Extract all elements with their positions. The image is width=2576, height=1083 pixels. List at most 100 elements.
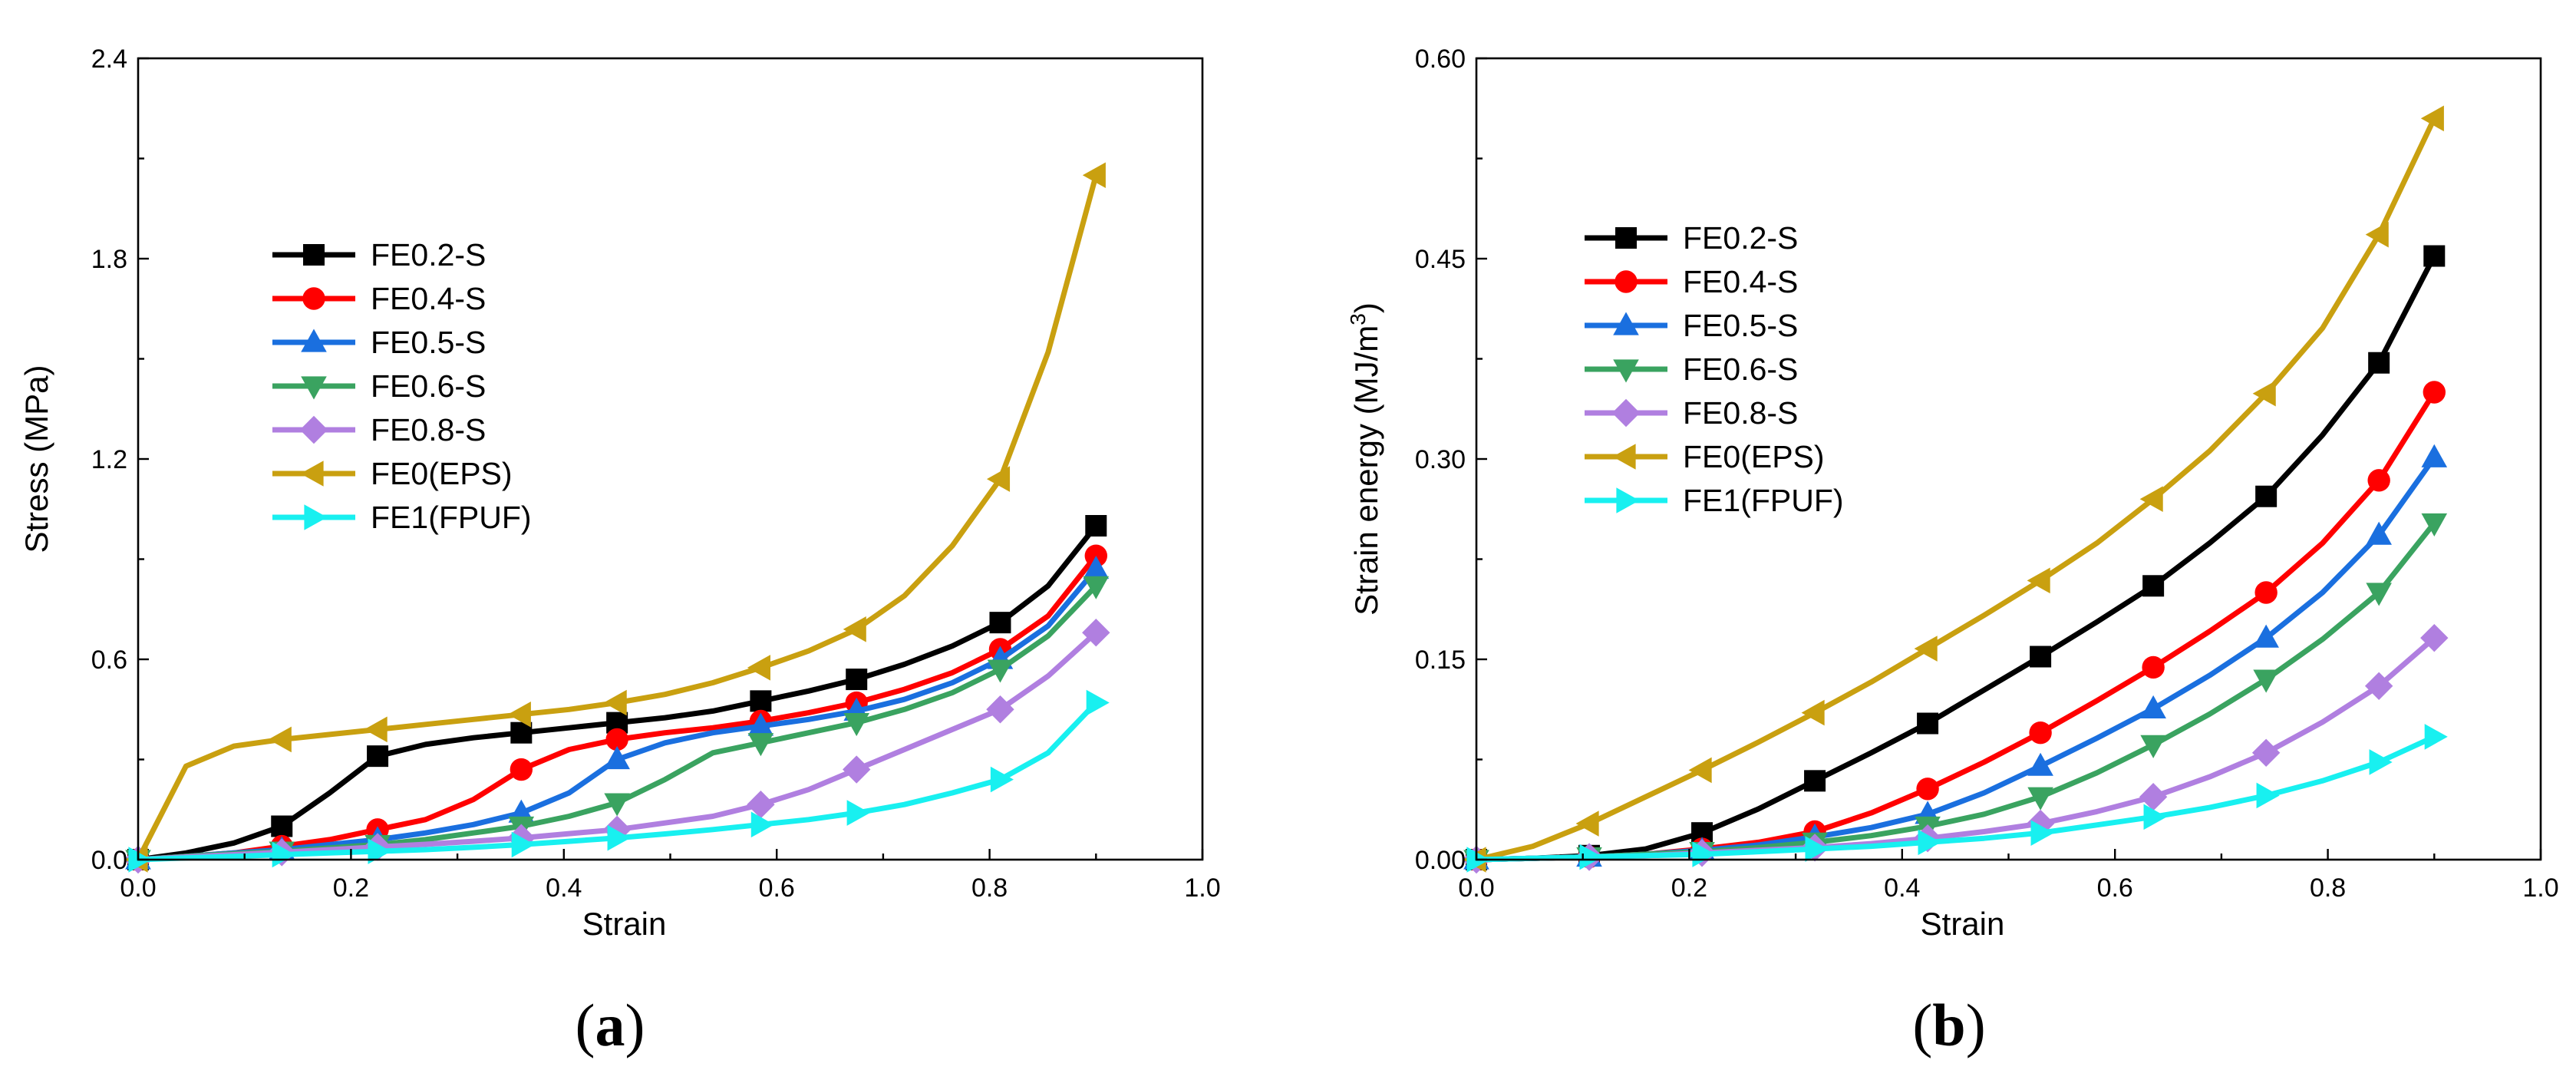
panel-b-xtick-label: 0.8	[2310, 873, 2346, 903]
panel-a-point-fe0-4-s	[510, 758, 533, 781]
panel-b-point-fe0-5-s	[2421, 444, 2448, 467]
panel-a-point-fe0-2-s	[271, 815, 293, 837]
panel-a-xlabel: Strain	[582, 906, 667, 942]
panel-b-legend-marker-fe0-8-s	[1611, 398, 1641, 428]
panel-a-label-letter: a	[595, 992, 625, 1058]
panel-a-point-fe1-fpuf	[511, 831, 535, 858]
panel-b-point-fe0-eps	[1914, 636, 1938, 662]
panel-b-point-fe0-2-s	[2255, 485, 2278, 507]
panel-b-point-fe0-8-s	[2251, 738, 2281, 767]
panel-b-point-fe0-eps	[2420, 105, 2444, 132]
panel-b-point-fe0-8-s	[2420, 623, 2449, 652]
panel-a-point-fe0-2-s	[367, 745, 389, 768]
panel-a-point-fe0-eps	[843, 616, 866, 642]
panel-b-point-fe1-fpuf	[1579, 844, 1603, 870]
panel-b-point-fe0-2-s	[2368, 352, 2390, 374]
panel-b-point-fe0-4-s	[2142, 655, 2165, 679]
panel-a-ytick-label: 0.0	[91, 846, 127, 875]
panel-a-xtick-label: 0.2	[333, 873, 369, 903]
panel-b-xtick-label: 0.2	[1671, 873, 1707, 903]
panel-b-legend-marker-fe0-4-s	[1615, 270, 1638, 293]
panel-b-label-letter: b	[1932, 992, 1965, 1058]
panel-b-series-line-fe0-2-s	[1473, 253, 2437, 863]
panel-a-point-fe0-8-s	[986, 695, 1014, 724]
panel-b-xtick-label: 1.0	[2522, 873, 2558, 903]
panel-b-legend-marker-fe0-2-s	[1615, 227, 1637, 249]
panel-b-point-fe0-5-s	[2253, 624, 2279, 648]
panel-a-point-fe0-6-s	[604, 793, 630, 817]
panel-a-point-fe1-fpuf	[750, 811, 774, 838]
panel-b-axes: 0.0 0.2 0.4 0.6 0.8 1.0 0.00 0.15 0.30 0.45 0.60	[1415, 45, 2559, 903]
panel-b: 0.0 0.2 0.4 0.6 0.8 1.0 0.00 0.15 0.30 0.45 0.60 F…	[1346, 45, 2559, 1058]
panel-b-legend-marker-fe0-eps	[1612, 444, 1636, 470]
panel-b-legend: FE0.2-S FE0.4-S FE0.5-S FE0.6-S FE0.8-S FE0(E…	[1585, 220, 1844, 518]
panel-b-legend-label-fe0-6-s: FE0.6-S	[1683, 352, 1798, 387]
panel-b-point-fe0-5-s	[2366, 521, 2392, 545]
panel-b-label: (b)	[1912, 992, 1985, 1058]
panel-a-legend-marker-fe0-5-s	[301, 329, 327, 352]
panel-b-ylabel: Strain energy (MJ/m3)	[1346, 302, 1384, 616]
panel-b-point-fe0-4-s	[1916, 778, 1939, 801]
panel-b-point-fe1-fpuf	[2424, 724, 2448, 750]
panel-b-point-fe0-eps	[2139, 486, 2163, 512]
panel-a-point-fe0-6-s	[987, 659, 1014, 683]
panel-a-label-close: )	[625, 992, 645, 1058]
panel-a-point-fe0-2-s	[846, 669, 868, 691]
panel-a-point-fe0-eps	[364, 716, 388, 743]
panel-a-xtick-label: 0.8	[971, 873, 1008, 903]
panel-a-point-fe0-6-s	[843, 713, 870, 737]
panel-b-point-fe0-2-s	[2423, 245, 2446, 267]
panel-a-plot	[124, 162, 1110, 874]
panel-a-point-fe0-eps	[603, 689, 627, 716]
panel-a-point-fe0-2-s	[989, 612, 1011, 634]
panel-b-label-close: )	[1966, 992, 1986, 1058]
panel-b-legend-label-fe1-fpuf: FE1(FPUF)	[1683, 483, 1844, 518]
panel-a-legend-marker-fe0-2-s	[303, 244, 325, 266]
panel-b-series-line-fe0-8-s	[1473, 635, 2437, 863]
panel-b-point-fe0-8-s	[2364, 672, 2393, 700]
panel-a: 0.0 0.2 0.4 0.6 0.8 1.0 0.0 0.6 1.2 1.8 2.4 FE0.2-…	[18, 45, 1221, 1058]
panel-a-point-fe0-8-s	[602, 815, 632, 844]
panel-a-legend-marker-fe0-8-s	[299, 415, 328, 444]
panel-a-point-fe1-fpuf	[1086, 689, 1110, 716]
panel-b-legend-marker-fe0-6-s	[1613, 359, 1639, 383]
panel-b-point-fe0-eps	[2027, 567, 2050, 594]
panel-b-point-fe0-eps	[1801, 699, 1825, 726]
panel-a-label: (a)	[576, 992, 645, 1058]
panel-b-point-fe0-eps	[2252, 380, 2276, 407]
panel-a-point-fe0-5-s	[747, 712, 774, 736]
panel-b-point-fe0-eps	[1575, 811, 1599, 837]
panel-b-label-open: (	[1912, 992, 1932, 1058]
panel-b-plot	[1462, 105, 2449, 874]
panel-a-ytick-label: 0.6	[91, 646, 127, 675]
panel-a-point-fe1-fpuf	[846, 800, 870, 826]
panel-b-ytick-label: 0.15	[1415, 646, 1466, 675]
panel-a-legend-marker-fe0-6-s	[301, 376, 327, 400]
panel-a-point-fe1-fpuf	[607, 824, 631, 851]
panel-b-point-fe0-2-s	[2142, 575, 2165, 597]
panel-a-point-fe0-8-s	[747, 791, 775, 819]
panel-a-ylabel: Stress (MPa)	[18, 365, 54, 553]
panel-a-point-fe0-4-s	[605, 728, 628, 751]
panel-a-point-fe0-eps	[1082, 162, 1106, 189]
panel-a-point-fe0-6-s	[747, 733, 774, 757]
panel-a-ytick-label: 1.8	[91, 245, 127, 274]
panel-b-xtick-label: 0.6	[2097, 873, 2133, 903]
panel-b-legend-label-fe0-4-s: FE0.4-S	[1683, 264, 1798, 299]
panel-b-point-fe1-fpuf	[2143, 804, 2167, 830]
panel-b-point-fe0-5-s	[2027, 752, 2053, 776]
panel-b-point-fe0-eps	[1688, 757, 1712, 784]
panel-b-point-fe0-eps	[2365, 221, 2389, 248]
panel-b-ylabel-suffix: )	[1348, 302, 1384, 313]
panel-a-xtick-label: 0.4	[546, 873, 582, 903]
panel-a-label-open: (	[576, 992, 595, 1058]
panel-a-point-fe0-2-s	[750, 690, 772, 712]
panel-a-point-fe0-eps	[747, 655, 770, 681]
panel-b-point-fe0-6-s	[2253, 669, 2279, 693]
panel-b-point-fe0-2-s	[2030, 646, 2052, 668]
panel-a-legend-marker-fe0-4-s	[302, 287, 325, 310]
panel-b-legend-label-fe0-5-s: FE0.5-S	[1683, 308, 1798, 343]
panel-b-ylabel-sup: 3	[1346, 313, 1370, 325]
panel-a-point-fe0-8-s	[843, 755, 871, 784]
